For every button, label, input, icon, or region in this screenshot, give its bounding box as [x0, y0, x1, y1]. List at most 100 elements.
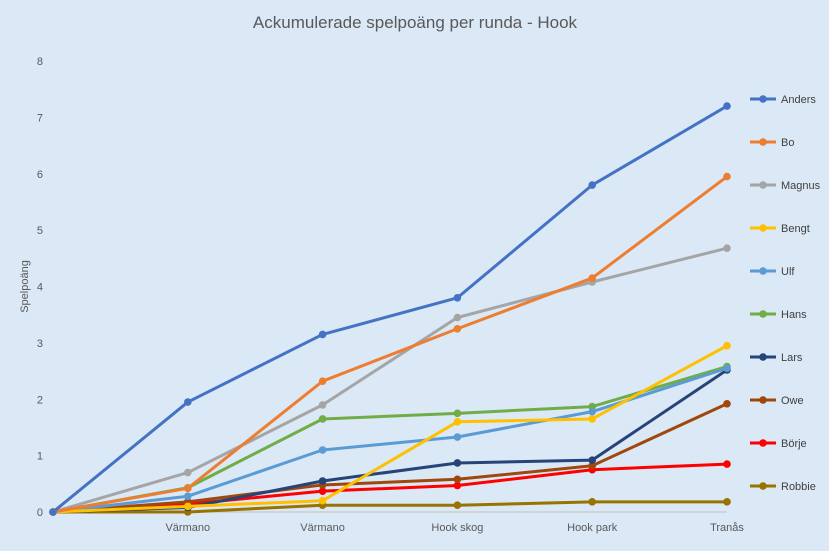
series-line: [51, 500, 729, 514]
y-tick-label: 1: [37, 451, 43, 463]
legend-item: Robbie: [750, 481, 816, 493]
legend-label: Lars: [781, 352, 803, 364]
data-point: [453, 475, 462, 484]
data-point: [723, 102, 731, 110]
legend-label: Owe: [781, 395, 804, 407]
series-line: [51, 462, 729, 514]
y-tick-label: 0: [37, 507, 43, 519]
legend: Anders Bo Magnus Bengt Ulf Hans Lars Owe Börje Ro…: [750, 94, 821, 493]
data-point: [588, 407, 596, 416]
data-point: [184, 484, 192, 493]
x-tick-label: Hook skog: [431, 522, 483, 534]
legend-swatch-marker: [759, 353, 767, 361]
y-tick-label: 5: [37, 225, 43, 237]
y-tick-label: 8: [37, 56, 43, 68]
data-point: [723, 460, 731, 468]
data-point: [723, 399, 731, 408]
series-magnus: [49, 244, 731, 516]
data-point: [318, 330, 327, 339]
legend-item: Hans: [750, 309, 807, 321]
legend-label: Börje: [781, 438, 807, 450]
legend-swatch-marker: [759, 482, 767, 490]
series-line: [51, 104, 729, 514]
legend-label: Ulf: [781, 266, 795, 278]
data-point: [453, 313, 462, 322]
data-point: [453, 481, 462, 490]
legend-item: Lars: [750, 352, 803, 364]
series-hans: [49, 362, 731, 516]
x-tick-label: Värmano: [165, 522, 210, 534]
legend-label: Robbie: [781, 481, 816, 493]
legend-item: Bengt: [750, 223, 810, 235]
legend-swatch-marker: [759, 181, 767, 189]
series-line: [51, 402, 729, 514]
x-tick-label: Tranås: [710, 522, 744, 534]
data-point: [723, 498, 731, 506]
legend-item: Bo: [750, 137, 794, 149]
y-tick-label: 6: [37, 169, 43, 181]
series-line: [51, 344, 729, 514]
legend-label: Anders: [781, 94, 816, 106]
legend-swatch-marker: [759, 95, 767, 103]
series-bo: [49, 172, 731, 516]
legend-swatch-marker: [759, 267, 767, 275]
data-point: [49, 508, 57, 516]
data-point: [588, 274, 596, 282]
data-point: [318, 415, 327, 423]
x-tick-label: Hook park: [567, 522, 618, 534]
legend-item: Owe: [750, 395, 804, 407]
data-point: [184, 492, 192, 501]
y-axis-label: Spelpoäng: [19, 260, 31, 313]
y-tick-label: 4: [37, 282, 43, 294]
legend-item: Ulf: [750, 266, 795, 278]
data-point: [588, 461, 596, 470]
data-point: [453, 501, 462, 510]
series-line: [51, 366, 729, 514]
data-point: [453, 324, 462, 333]
series-line: [51, 246, 729, 514]
data-point: [318, 401, 327, 409]
y-tick-label: 2: [37, 394, 43, 406]
data-point: [318, 446, 327, 454]
data-point: [588, 456, 596, 464]
series-line: [51, 175, 729, 514]
data-point: [184, 468, 192, 477]
data-point: [318, 377, 327, 386]
legend-swatch-marker: [759, 138, 767, 146]
data-point: [723, 244, 731, 252]
x-tick-label: Värmano: [300, 522, 345, 534]
axes: 0 1 2 3 4 5 6 7 8 Värmano Värmano Hook skog Hook par…: [37, 56, 745, 534]
data-point: [184, 398, 192, 406]
data-point: [453, 459, 462, 467]
y-tick-label: 7: [37, 112, 43, 124]
data-point: [453, 433, 462, 441]
data-point: [723, 172, 731, 181]
legend-swatch-marker: [759, 310, 767, 318]
data-point: [453, 409, 462, 418]
legend-label: Bengt: [781, 223, 810, 235]
data-point: [318, 477, 327, 485]
y-tick-label: 3: [37, 338, 43, 350]
data-point: [588, 498, 596, 506]
legend-swatch-marker: [759, 396, 767, 404]
series-line: [51, 368, 729, 514]
series-layer: [49, 102, 731, 516]
data-point: [453, 418, 462, 426]
legend-label: Hans: [781, 309, 807, 321]
legend-swatch-marker: [759, 439, 767, 447]
data-point: [588, 415, 596, 423]
legend-item: Anders: [750, 94, 816, 106]
legend-label: Magnus: [781, 180, 821, 192]
data-point: [184, 502, 192, 511]
data-point: [588, 181, 596, 189]
chart-title: Ackumulerade spelpoäng per runda - Hook: [253, 13, 578, 32]
data-point: [723, 364, 731, 373]
legend-item: Magnus: [750, 180, 821, 192]
data-point: [318, 496, 327, 505]
legend-item: Börje: [750, 438, 807, 450]
series-ulf: [49, 364, 731, 516]
data-point: [318, 487, 327, 495]
data-point: [723, 341, 731, 350]
